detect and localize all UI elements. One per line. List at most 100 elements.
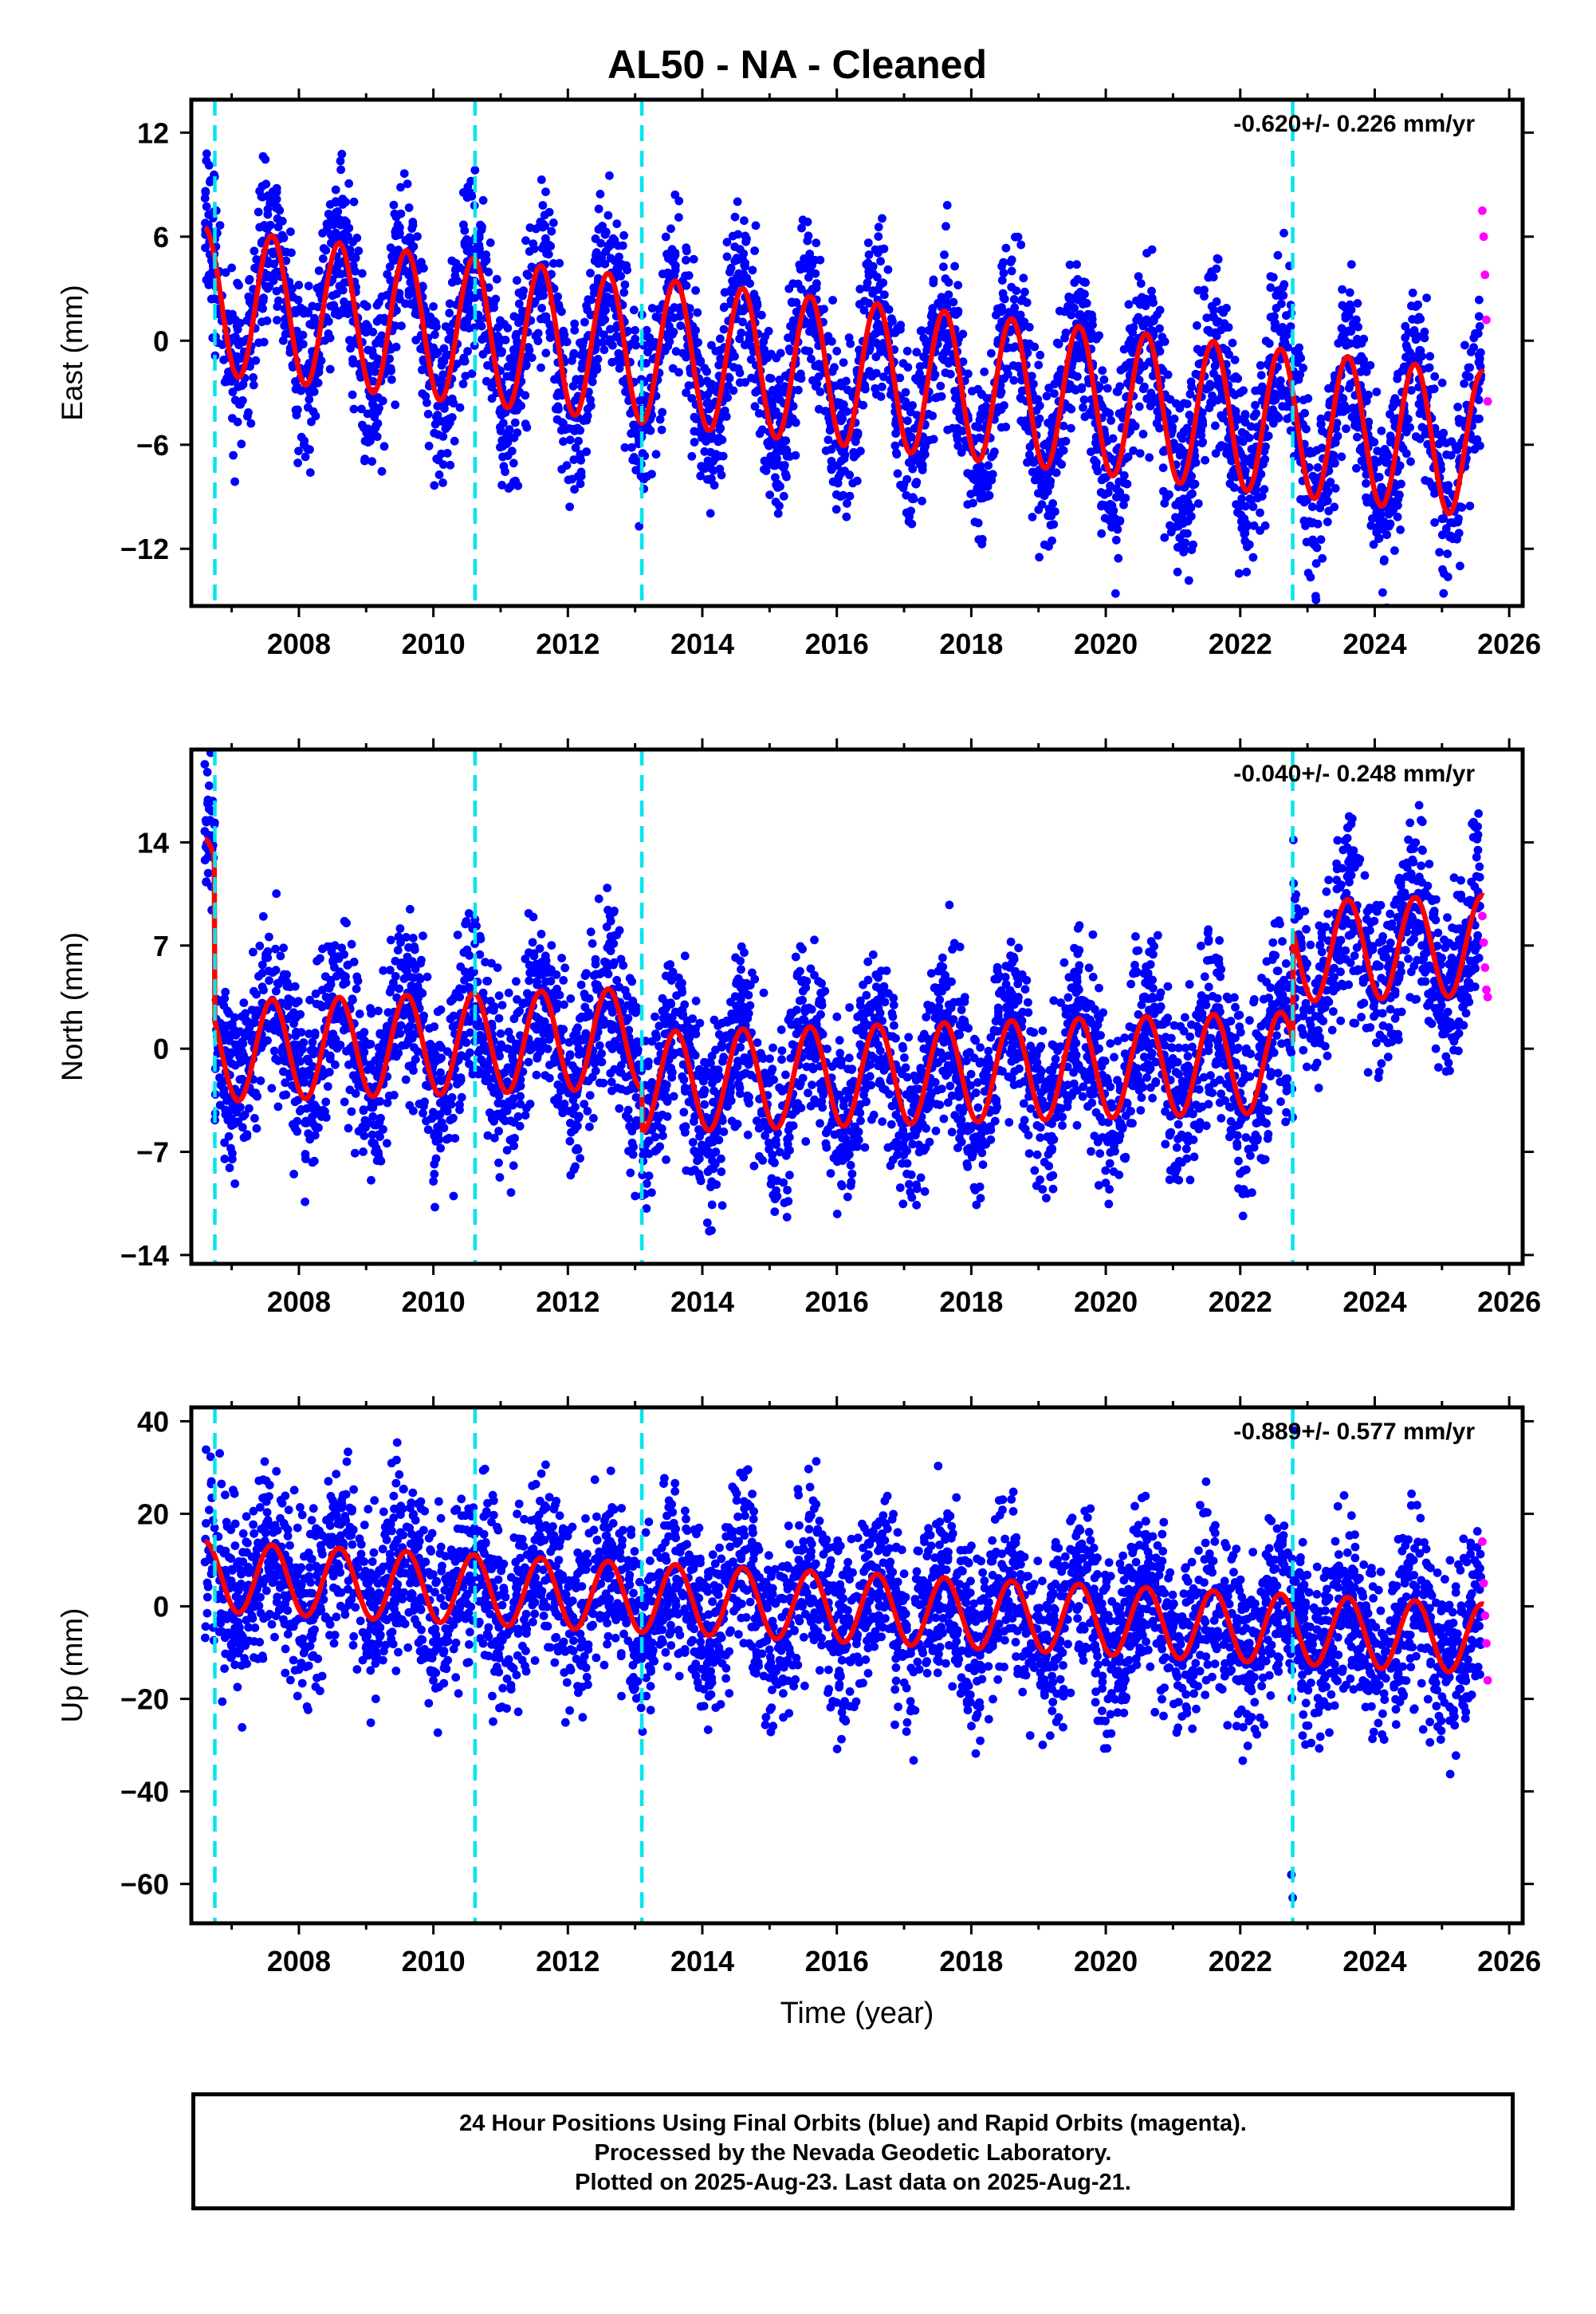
final-point xyxy=(286,227,295,236)
final-point xyxy=(418,365,427,375)
final-point xyxy=(706,509,715,518)
final-point xyxy=(202,156,211,166)
final-point xyxy=(878,1117,887,1126)
final-point xyxy=(706,447,715,457)
final-point xyxy=(540,312,549,321)
final-point xyxy=(1124,300,1134,309)
final-point xyxy=(504,988,513,998)
final-point xyxy=(453,276,462,285)
final-point xyxy=(814,372,824,381)
final-point xyxy=(430,330,439,340)
final-point xyxy=(1200,285,1209,294)
final-point xyxy=(629,453,639,462)
final-point xyxy=(1417,352,1426,361)
final-point xyxy=(570,485,579,494)
final-point xyxy=(1312,446,1322,455)
final-point xyxy=(720,406,729,415)
final-point xyxy=(944,290,953,299)
final-point xyxy=(505,425,514,434)
final-point xyxy=(482,255,491,265)
final-point xyxy=(1034,505,1044,514)
final-point xyxy=(839,466,847,476)
final-point xyxy=(1258,382,1267,392)
final-point xyxy=(1318,553,1327,563)
final-point xyxy=(1475,295,1484,305)
final-point xyxy=(1377,482,1386,492)
final-point xyxy=(229,451,238,460)
final-point xyxy=(800,254,808,263)
final-point xyxy=(483,360,492,370)
final-point xyxy=(768,401,777,410)
final-point xyxy=(1158,463,1168,473)
final-point xyxy=(791,451,800,460)
final-point xyxy=(605,171,614,180)
final-point xyxy=(675,312,685,321)
final-point xyxy=(1134,376,1144,384)
final-point xyxy=(904,458,914,467)
final-point xyxy=(904,508,914,518)
final-point xyxy=(1439,588,1449,598)
final-point xyxy=(987,348,996,358)
final-point xyxy=(1231,372,1240,381)
final-point xyxy=(243,411,252,421)
final-point xyxy=(250,263,259,273)
final-point xyxy=(635,521,644,531)
final-point xyxy=(928,411,938,420)
final-point xyxy=(1240,537,1250,545)
final-point xyxy=(781,436,791,446)
final-point xyxy=(747,373,756,383)
final-point xyxy=(273,316,281,325)
final-point xyxy=(1009,376,1019,385)
final-point xyxy=(1135,449,1145,458)
final-point xyxy=(1389,501,1397,510)
final-point xyxy=(908,401,917,410)
final-point xyxy=(1107,416,1115,425)
final-point xyxy=(565,435,575,445)
final-point xyxy=(691,285,700,295)
final-point xyxy=(1173,543,1182,552)
rapid-point xyxy=(1479,232,1488,242)
final-point xyxy=(1197,439,1207,448)
final-point xyxy=(345,308,355,317)
final-point xyxy=(796,285,806,294)
final-point xyxy=(594,204,603,214)
final-point xyxy=(433,417,442,427)
final-point xyxy=(1213,254,1222,263)
x-tick-label: 2022 xyxy=(1209,628,1272,660)
final-point xyxy=(658,270,667,278)
final-point xyxy=(1155,305,1165,315)
final-point xyxy=(1431,1044,1441,1053)
final-point xyxy=(1177,431,1187,440)
final-point xyxy=(738,317,747,327)
final-point xyxy=(1386,431,1395,440)
final-point xyxy=(1034,360,1044,370)
final-point xyxy=(1080,289,1089,299)
final-point xyxy=(291,377,300,386)
final-point xyxy=(1439,569,1449,578)
final-point xyxy=(807,354,816,364)
final-point xyxy=(1324,506,1334,516)
final-point xyxy=(496,443,505,452)
final-point xyxy=(497,481,506,490)
final-point xyxy=(548,218,558,227)
final-point xyxy=(803,217,812,226)
final-point xyxy=(569,348,579,358)
final-point xyxy=(1124,339,1134,348)
final-point xyxy=(1079,300,1087,309)
final-point xyxy=(725,267,734,277)
final-point xyxy=(1247,444,1256,454)
final-point xyxy=(1242,519,1252,529)
final-point xyxy=(824,332,833,340)
final-point xyxy=(977,490,987,499)
final-point xyxy=(610,256,619,266)
final-point xyxy=(891,429,900,438)
final-point xyxy=(1256,360,1265,370)
final-point xyxy=(1036,350,1045,360)
final-point xyxy=(363,409,372,419)
final-point xyxy=(1276,327,1285,336)
final-point xyxy=(1313,462,1323,472)
final-point xyxy=(1369,540,1378,549)
final-point xyxy=(631,466,641,474)
final-point xyxy=(877,382,886,392)
final-point xyxy=(1465,502,1475,510)
